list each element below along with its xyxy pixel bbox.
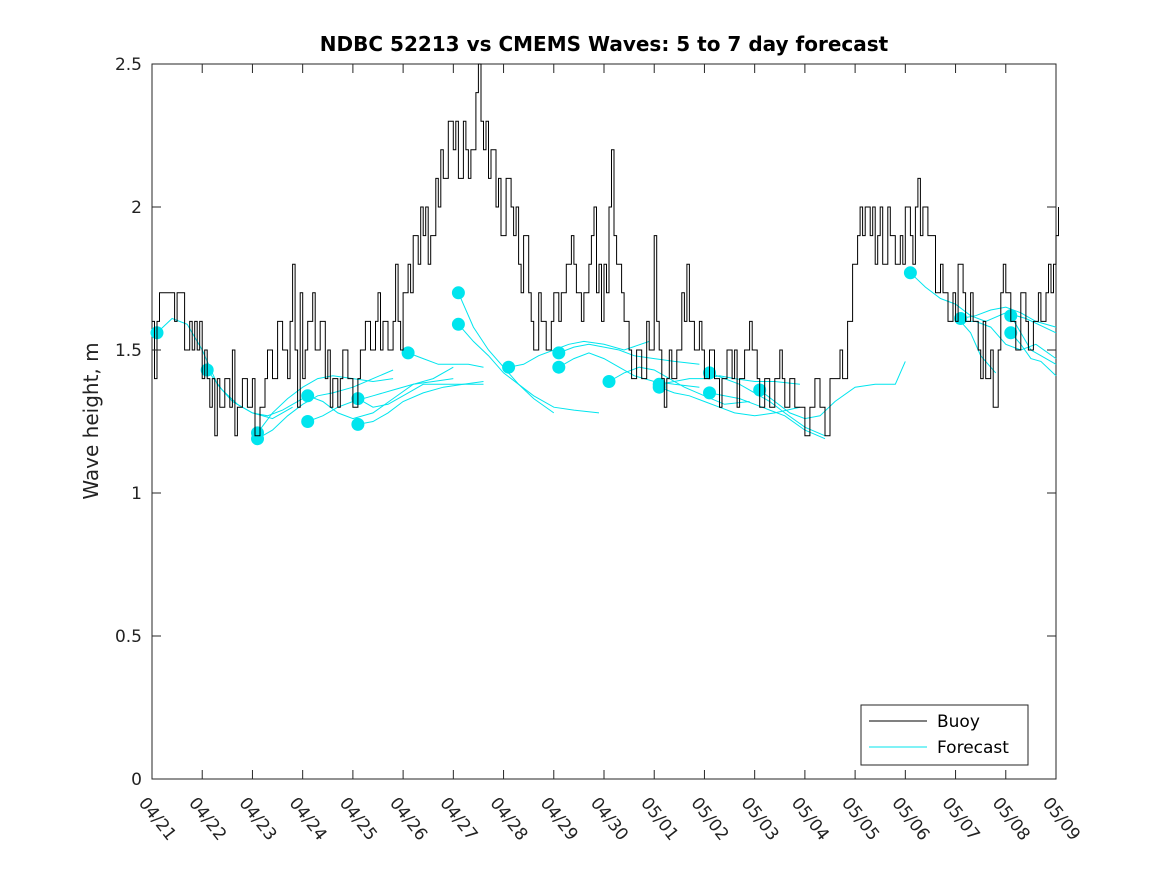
x-tick-label: 04/21	[134, 794, 180, 845]
legend-buoy-label: Buoy	[937, 712, 980, 732]
x-tick-label: 04/28	[486, 794, 532, 845]
y-tick-label: 0.5	[115, 627, 142, 647]
x-tick-label: 05/04	[787, 794, 833, 845]
forecast-trace-3	[257, 369, 394, 440]
buoy-series	[152, 63, 1059, 437]
forecast-trace-4	[307, 366, 454, 420]
forecast-trace-15	[659, 375, 800, 385]
legend: Buoy Forecast	[860, 704, 1029, 766]
forecast-trace-12	[558, 343, 700, 365]
x-tick-label: 04/25	[335, 794, 381, 845]
forecast-marker-12	[552, 346, 566, 360]
forecast-trace-8	[407, 352, 484, 368]
x-tick-label: 05/08	[988, 794, 1034, 845]
x-tick-label: 04/29	[536, 794, 582, 845]
forecast-trace-5	[307, 378, 454, 422]
forecast-marker-10	[451, 317, 465, 331]
y-tick-label: 2	[131, 198, 142, 218]
x-tick-label: 04/22	[184, 794, 230, 845]
forecast-marker-9	[451, 286, 465, 300]
x-tick-label: 05/02	[687, 794, 733, 845]
forecast-marker-8	[401, 346, 415, 360]
forecast-trace-24	[960, 321, 997, 374]
y-axis-label: Wave height, m	[79, 342, 103, 499]
forecast-marker-23	[1004, 326, 1018, 340]
forecast-marker-16	[652, 380, 666, 394]
chart-title: NDBC 52213 vs CMEMS Waves: 5 to 7 day fo…	[320, 32, 889, 56]
y-tick-label: 1.5	[115, 341, 142, 361]
buoy-line	[152, 63, 1059, 437]
forecast-trace-17	[709, 372, 826, 437]
x-tick-label: 05/05	[837, 794, 883, 845]
x-tick-label: 04/26	[385, 794, 431, 845]
forecast-trace-23	[1010, 332, 1057, 377]
forecast-trace-7	[357, 383, 484, 425]
x-tick-label: 05/03	[737, 794, 783, 845]
y-tick-label: 1	[131, 484, 142, 504]
forecast-marker-13	[552, 360, 566, 374]
forecast-marker-11	[502, 360, 516, 374]
forecast-trace-11	[508, 340, 650, 368]
legend-box	[860, 704, 1029, 766]
x-tick-label: 05/09	[1038, 794, 1084, 845]
y-tick-label: 2.5	[115, 55, 142, 75]
x-tick-label: 04/23	[235, 794, 281, 845]
forecast-marker-4	[301, 389, 315, 403]
forecast-marker-14	[602, 375, 616, 388]
plot-area	[151, 63, 1057, 780]
forecast-marker-18	[703, 386, 716, 400]
forecast-marker-7	[351, 417, 365, 431]
x-tick-label: 04/27	[435, 794, 481, 845]
x-tick-label: 05/07	[938, 794, 984, 845]
forecast-trace-13	[558, 352, 700, 388]
x-tick-label: 04/24	[285, 794, 331, 845]
forecast-marker-5	[301, 415, 315, 428]
x-tick-label: 04/30	[586, 794, 632, 845]
y-tick-label: 0	[131, 770, 142, 790]
x-tick-label: 05/01	[636, 794, 682, 845]
forecast-marker-3	[251, 432, 264, 446]
forecast-trace-1	[206, 369, 303, 417]
forecast-series	[150, 266, 1057, 446]
x-tick-label: 05/06	[887, 794, 933, 845]
forecast-trace-10	[458, 323, 600, 414]
forecast-marker-20	[903, 266, 917, 280]
forecast-trace-2	[257, 375, 394, 434]
legend-forecast-label: Forecast	[937, 738, 1009, 758]
forecast-trace-19	[759, 361, 906, 420]
